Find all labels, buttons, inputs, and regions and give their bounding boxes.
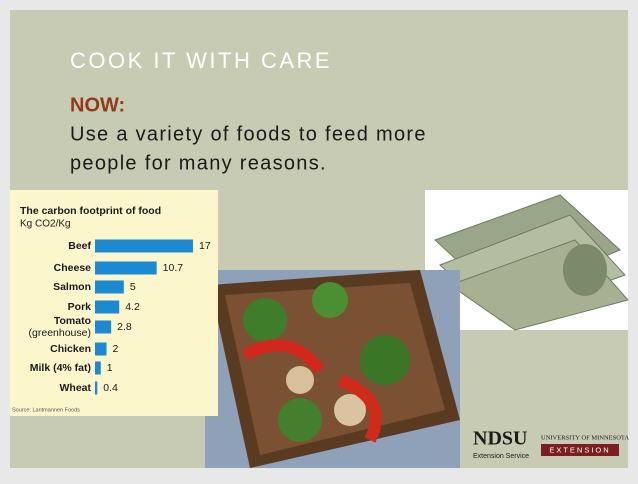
- value-label: 2: [113, 343, 119, 355]
- category-label: Milk (4% fat): [30, 362, 91, 374]
- umn-subtitle: EXTENSION: [549, 445, 610, 454]
- chart: The carbon footprint of food Kg CO2/Kg S…: [10, 190, 218, 416]
- body-line: people for many reasons.: [70, 152, 327, 174]
- ndsu-subtitle: Extension Service: [473, 453, 529, 460]
- umn-banner: [541, 444, 619, 456]
- value-label: 1: [107, 362, 113, 374]
- umn-logo: University of Minnesota: [541, 434, 629, 441]
- heading: NOW:: [70, 94, 125, 116]
- bar: [95, 280, 124, 294]
- bar: [95, 342, 107, 356]
- chart-source: Source: Lantmannen Foods: [12, 407, 80, 413]
- bar: [95, 239, 193, 253]
- bar: [95, 261, 157, 275]
- body-line: Use a variety of foods to feed more: [70, 123, 427, 145]
- category-label: Pork: [68, 301, 92, 313]
- ndsu-logo: NDSU: [473, 428, 527, 450]
- chart-title: The carbon footprint of food: [20, 205, 161, 217]
- category-label: Tomato (greenhouse): [29, 315, 91, 339]
- category-label: Wheat: [60, 382, 92, 394]
- slide-title: COOK IT WITH CARE: [70, 48, 332, 73]
- category-label-line: Tomato: [54, 315, 91, 327]
- category-label-line: (greenhouse): [29, 327, 91, 339]
- food-photo: [205, 270, 460, 468]
- category-label: Chicken: [50, 343, 91, 355]
- value-label: 5: [130, 281, 136, 293]
- value-label: 2.8: [117, 321, 132, 333]
- category-label: Cheese: [54, 262, 92, 274]
- value-label: 10.7: [163, 262, 184, 274]
- bar: [95, 361, 101, 375]
- bar: [95, 300, 120, 314]
- bar: [95, 381, 98, 395]
- value-label: 17: [199, 240, 211, 252]
- logos: NDSU Extension Service University of Min…: [473, 428, 629, 460]
- bar: [95, 320, 112, 334]
- category-label: Salmon: [53, 281, 91, 293]
- category-label: Beef: [68, 240, 91, 252]
- value-label: 0.4: [103, 382, 118, 394]
- value-label: 4.2: [125, 301, 140, 313]
- money-photo: [425, 190, 629, 331]
- chart-subtitle: Kg CO2/Kg: [20, 219, 71, 230]
